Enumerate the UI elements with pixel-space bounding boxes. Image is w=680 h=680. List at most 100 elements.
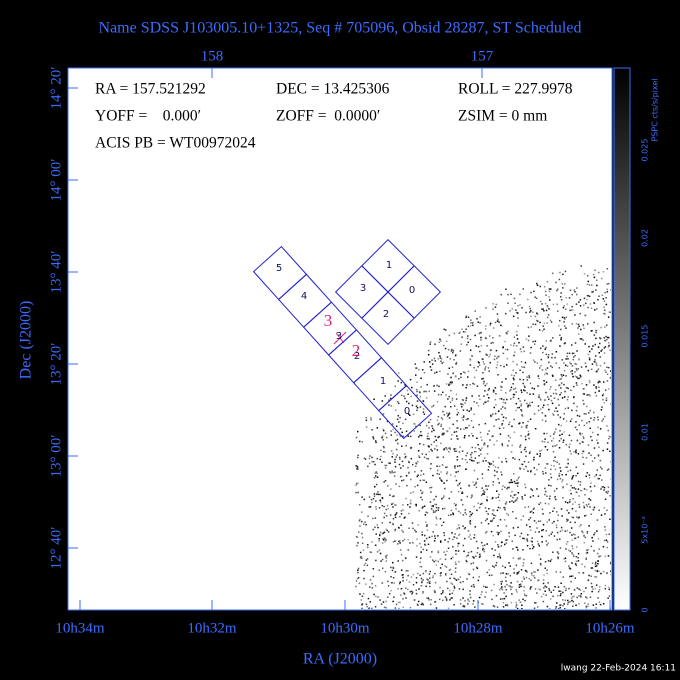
pixel — [554, 431, 556, 433]
pixel — [427, 597, 430, 599]
pixel — [522, 515, 525, 517]
pixel — [596, 564, 599, 566]
pixel — [562, 605, 564, 607]
pixel — [488, 335, 491, 337]
pixel — [588, 357, 591, 359]
pixel — [392, 506, 394, 508]
pixel — [395, 512, 398, 514]
pixel — [571, 478, 573, 480]
pixel — [595, 561, 597, 564]
pixel — [390, 488, 392, 490]
pixel — [484, 390, 486, 392]
pixel — [493, 554, 495, 557]
pixel — [566, 529, 569, 532]
pixel — [491, 341, 494, 344]
pixel — [485, 531, 488, 533]
pixel — [505, 502, 507, 505]
pixel — [518, 584, 521, 586]
pixel — [402, 606, 404, 609]
pixel — [552, 337, 554, 339]
pixel — [577, 488, 580, 490]
pixel — [398, 456, 401, 459]
pixel — [530, 470, 532, 473]
pixel — [510, 293, 512, 296]
pixel — [549, 598, 552, 600]
pixel — [561, 316, 564, 319]
pixel — [489, 322, 492, 325]
pixel — [488, 569, 490, 571]
pixel — [511, 490, 513, 493]
pixel — [484, 367, 486, 370]
pixel — [505, 501, 508, 503]
pixel — [461, 403, 463, 406]
pixel — [360, 555, 362, 558]
pixel — [541, 330, 544, 332]
pixel — [484, 532, 487, 534]
pixel — [552, 413, 554, 415]
pixel — [509, 585, 511, 587]
pixel — [552, 451, 555, 453]
pixel — [594, 587, 596, 590]
pixel — [383, 481, 385, 483]
pixel — [454, 533, 456, 535]
pixel — [415, 425, 417, 428]
pixel — [449, 568, 452, 571]
pixel — [363, 569, 365, 572]
pixel — [433, 498, 435, 501]
colorbar-label: PSPC cts/s/pixel — [651, 78, 660, 141]
pixel — [566, 483, 568, 485]
pixel — [505, 573, 508, 575]
pixel — [575, 451, 577, 454]
pixel — [440, 340, 442, 342]
pixel — [525, 425, 527, 428]
pixel — [593, 447, 596, 449]
pixel — [564, 557, 567, 559]
pixel — [597, 426, 599, 429]
pixel — [524, 386, 526, 388]
chip-label: 3 — [360, 283, 366, 294]
pixel — [382, 428, 385, 431]
pixel — [511, 586, 513, 588]
pixel — [522, 366, 524, 368]
pixel — [564, 283, 566, 285]
pixel — [444, 487, 446, 490]
pixel — [509, 586, 512, 588]
pixel — [535, 522, 538, 524]
pixel — [502, 352, 505, 355]
pixel — [423, 505, 426, 507]
pixel — [497, 318, 499, 320]
pixel — [566, 387, 568, 389]
pixel — [474, 606, 476, 608]
pixel — [580, 375, 582, 378]
pixel — [422, 548, 424, 551]
pixel — [474, 334, 476, 337]
pixel — [387, 508, 389, 510]
pixel — [502, 602, 505, 604]
pixel — [423, 479, 425, 482]
pixel — [508, 608, 511, 609]
pixel — [552, 303, 555, 306]
pixel — [385, 464, 388, 467]
pixel — [570, 597, 573, 599]
pixel — [582, 436, 585, 438]
pixel — [419, 424, 421, 427]
pixel — [448, 417, 451, 419]
pixel — [442, 591, 444, 594]
pixel — [541, 308, 543, 310]
pixel — [414, 363, 416, 365]
pixel — [520, 361, 523, 363]
pixel — [455, 563, 457, 565]
pixel — [469, 359, 472, 361]
pixel — [559, 606, 561, 609]
pixel — [539, 588, 541, 591]
pixel — [373, 593, 375, 596]
pixel — [450, 557, 453, 560]
pixel — [421, 534, 424, 536]
pixel — [375, 471, 377, 473]
pixel — [395, 439, 397, 442]
pixel — [547, 354, 550, 356]
pixel — [473, 484, 476, 486]
pixel — [416, 381, 418, 383]
pixel — [472, 576, 475, 579]
pixel — [593, 334, 596, 336]
